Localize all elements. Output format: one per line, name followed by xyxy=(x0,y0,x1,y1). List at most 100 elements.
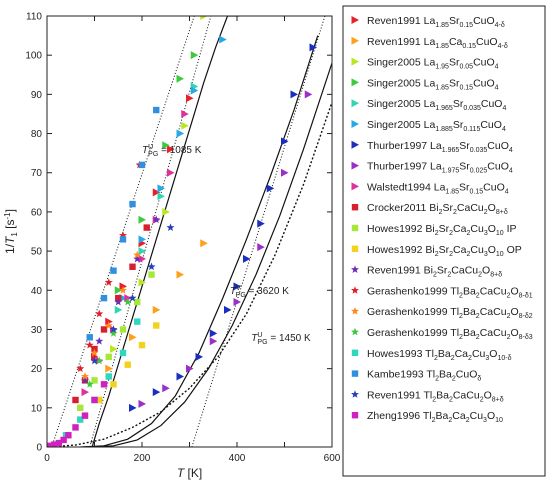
legend-marker xyxy=(351,204,359,211)
data-point xyxy=(152,188,161,197)
data-point xyxy=(105,373,112,380)
y-tick-label: 50 xyxy=(31,247,43,258)
data-point xyxy=(85,340,94,349)
data-point xyxy=(55,439,63,447)
legend-item: Howes1992 Bi2Sr2Ca2Cu3O10 OP xyxy=(351,244,522,258)
series-15 xyxy=(85,297,132,388)
data-point xyxy=(124,294,132,303)
data-point xyxy=(109,329,118,337)
data-point xyxy=(129,200,136,208)
legend-marker xyxy=(351,140,359,149)
data-point xyxy=(153,106,160,114)
data-point xyxy=(47,442,53,447)
data-point xyxy=(147,262,156,271)
legend-label: Singer2005 La1.95Sr0.05CuO4 xyxy=(367,57,499,71)
legend-item: Reven1991 Bi2Sr2CaCu2O8+δ xyxy=(351,265,502,279)
legend-label: Gerashenko1999 Tl2Ba2CaCu2O8-δ2 xyxy=(367,306,533,320)
legend-marker xyxy=(351,120,359,128)
legend-label: Reven1991 Tl2Ba2CaCu2O8+δ xyxy=(367,389,504,403)
series-19 xyxy=(47,381,108,447)
data-point xyxy=(281,168,289,177)
data-point xyxy=(138,278,146,287)
y-tick-label: 100 xyxy=(25,51,42,62)
legend-item: Gerashenko1999 Tl2Ba2CaCu2O8-δ2 xyxy=(351,306,533,320)
data-point xyxy=(50,441,58,447)
model-lines xyxy=(47,16,332,447)
legend-label: Kambe1993 Tl2Ba2CuOδ xyxy=(367,369,481,383)
data-point xyxy=(143,224,150,231)
series-10 xyxy=(77,271,155,412)
series-4 xyxy=(114,82,199,314)
data-point xyxy=(133,250,142,259)
data-point xyxy=(290,90,298,99)
legend-marker xyxy=(351,57,359,66)
data-points xyxy=(47,16,317,447)
series-12 xyxy=(81,215,161,384)
data-point xyxy=(119,349,127,357)
data-point xyxy=(209,337,218,346)
legend-item: Gerashenko1999 Tl2Ba2CaCu2O8-δ3 xyxy=(351,327,533,341)
data-point xyxy=(129,333,137,342)
data-point xyxy=(110,267,117,274)
data-point xyxy=(105,353,112,361)
y-tick-label: 10 xyxy=(31,403,43,414)
data-point xyxy=(133,254,142,263)
data-point xyxy=(138,215,146,224)
data-point xyxy=(110,345,118,354)
legend-item: Singer2005 La1.95Sr0.05CuO4 xyxy=(351,57,499,71)
data-point xyxy=(209,329,218,338)
legend-item: Reven1991 Tl2Ba2CaCu2O8+δ xyxy=(351,389,504,403)
data-point xyxy=(219,35,227,44)
legend-item: Reven1991 La1.85Ca0.15CuO4-δ xyxy=(351,36,508,50)
data-point xyxy=(157,192,165,201)
data-point xyxy=(81,372,89,380)
series-18 xyxy=(90,223,175,365)
x-tick-label: 0 xyxy=(44,453,50,464)
legend-item: Howes1992 Bi2Sr2Ca2Cu3O10 IP xyxy=(351,223,517,237)
data-point xyxy=(110,381,117,388)
x-tick-label: 400 xyxy=(229,453,246,464)
series-14 xyxy=(81,250,142,380)
data-point xyxy=(91,377,98,384)
legend-label: Walstedt1994 La1.85Sr0.15CuO4 xyxy=(367,181,509,195)
data-point xyxy=(95,309,104,318)
data-point xyxy=(181,121,189,130)
legend-box xyxy=(342,5,546,477)
data-point xyxy=(104,321,113,329)
data-point xyxy=(109,325,118,333)
annotation-2: TU PG = 1450 K xyxy=(251,332,311,346)
legend-label: Thurber1997 La1.965Sr0.035CuO4 xyxy=(367,140,513,154)
data-point xyxy=(85,380,94,388)
legend-label: Gerashenko1999 Tl2Ba2CaCu2O8-δ3 xyxy=(367,327,533,341)
data-point xyxy=(114,305,123,314)
data-point xyxy=(186,94,194,103)
data-point xyxy=(157,184,165,193)
data-point xyxy=(114,286,123,295)
data-point xyxy=(119,326,127,333)
legend-marker xyxy=(351,99,359,108)
data-point xyxy=(100,326,108,333)
y-tick-label: 60 xyxy=(31,207,43,218)
y-tick-label: 30 xyxy=(31,325,43,336)
data-point xyxy=(134,298,141,306)
legend-label: Singer2005 La1.85Sr0.15CuO4 xyxy=(367,77,499,91)
data-point xyxy=(233,298,241,307)
y-tick-label: 40 xyxy=(31,286,43,297)
legend-item: Kambe1993 Tl2Ba2CuOδ xyxy=(351,369,481,383)
data-point xyxy=(138,254,146,263)
data-point xyxy=(224,305,232,314)
data-point xyxy=(95,356,104,365)
data-point xyxy=(200,16,208,20)
data-point xyxy=(60,436,67,444)
model-line-6 xyxy=(191,16,326,447)
data-point xyxy=(134,318,141,325)
legend-label: Thurber1997 La1.975Sr0.025CuO4 xyxy=(367,161,513,175)
model-line-1 xyxy=(80,35,319,447)
series-1 xyxy=(105,239,208,373)
annotation-0: TU PG = 1085 K xyxy=(142,144,202,158)
plot-area: TU PG = 1085 K TV PG = 3620 K TU PG = 1450 K xyxy=(47,16,332,447)
legend-item: Gerashenko1999 Tl2Ba2CaCu2O8-δ1 xyxy=(351,285,533,299)
data-point xyxy=(119,286,127,294)
legend-label: Zheng1996 Tl2Ba2Ca2Cu3O10 xyxy=(367,410,503,424)
data-point xyxy=(181,109,189,118)
